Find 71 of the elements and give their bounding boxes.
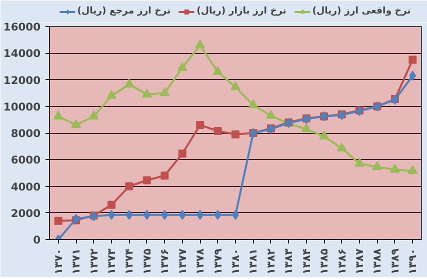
- x-tick-label: ۱۳۷۸: [194, 248, 207, 275]
- x-tick-label: ۱۳۷۱: [70, 248, 83, 275]
- point: [212, 66, 223, 75]
- x-tick-label: ۱۳۷۳: [105, 248, 118, 275]
- x-tick-label: ۱۳۷۲: [87, 248, 100, 275]
- point: [125, 182, 134, 190]
- x-tick-label: ۱۳۷۵: [140, 248, 154, 275]
- y-tick-label: 12000: [3, 74, 41, 87]
- point: [53, 110, 64, 120]
- x-tick-label: ۱۳۸۶: [335, 248, 348, 275]
- point: [177, 62, 188, 71]
- point: [195, 39, 206, 48]
- point: [178, 150, 186, 158]
- y-tick-label: 10000: [3, 100, 41, 114]
- point: [214, 210, 222, 220]
- x-tick-label: ۱۳۸۱: [246, 248, 260, 275]
- y-tick-label: 6000: [10, 154, 41, 167]
- y-tick-label: 14000: [3, 47, 41, 60]
- x-tick-label: ۱۳۸۰: [229, 248, 242, 275]
- point: [301, 123, 312, 132]
- x-tick-label: ۱۳۸۲: [264, 248, 278, 275]
- point: [196, 210, 204, 220]
- point: [143, 210, 150, 220]
- point: [160, 172, 169, 180]
- point: [408, 165, 418, 174]
- point: [72, 214, 80, 224]
- x-tick-label: ۱۳۸۳: [282, 248, 296, 275]
- y-tick-label: 2000: [10, 206, 41, 220]
- point: [354, 158, 364, 167]
- x-tick-label: ۱۳۸۷: [353, 248, 366, 275]
- x-tick-label: ۱۳۹۰: [406, 248, 420, 275]
- x-tick-label: ۱۳۸۹: [388, 248, 402, 275]
- point: [214, 127, 222, 136]
- y-tick-label: 0: [33, 234, 41, 246]
- point: [266, 110, 276, 119]
- point: [372, 161, 382, 170]
- y-tick-label: 4000: [10, 180, 41, 194]
- legend-label: نرخ ارز بازار (ریال): [196, 6, 286, 16]
- point: [71, 119, 82, 128]
- point: [390, 164, 400, 173]
- x-tick-label: ۱۳۷۶: [158, 248, 172, 275]
- point: [409, 70, 416, 81]
- point: [196, 121, 204, 130]
- point: [232, 130, 240, 138]
- point: [248, 99, 258, 108]
- point: [408, 56, 417, 64]
- point: [336, 142, 347, 152]
- legend-label: نرخ واقعی ارز (ریال): [312, 6, 411, 16]
- point: [106, 90, 116, 99]
- y-tick-label: 16000: [3, 20, 41, 34]
- point: [230, 81, 240, 90]
- point: [319, 130, 330, 140]
- x-tick-label: ۱۳۷۰: [52, 248, 65, 275]
- point: [108, 200, 116, 209]
- legend-label: نرخ ارز مرجع (ریال): [77, 6, 171, 16]
- x-tick-label: ۱۳۸۸: [370, 248, 384, 275]
- y-tick-label: 8000: [10, 127, 41, 140]
- point: [124, 78, 134, 88]
- x-tick-label: ۱۳۸۴: [300, 248, 313, 275]
- x-tick-label: ۱۳۸۵: [318, 248, 331, 275]
- x-tick-label: ۱۳۷۹: [211, 248, 224, 275]
- point: [160, 87, 170, 96]
- point: [142, 88, 152, 98]
- point: [142, 176, 151, 184]
- x-tick-label: ۱۳۷۴: [122, 248, 136, 275]
- point: [54, 216, 62, 225]
- point: [178, 210, 186, 220]
- point: [126, 210, 133, 220]
- point: [161, 210, 168, 220]
- point: [88, 110, 99, 120]
- x-tick-label: ۱۳۷۷: [176, 248, 189, 275]
